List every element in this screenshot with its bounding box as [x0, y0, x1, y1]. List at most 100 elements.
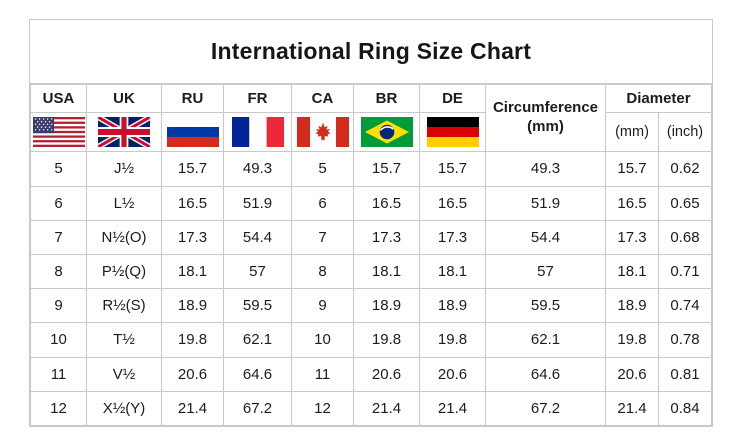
cell-usa: 8 [30, 253, 87, 290]
cell-diameter-inch: 0.71 [658, 253, 712, 290]
chart-title-bar: International Ring Size Chart [30, 20, 712, 84]
cell-uk: T½ [86, 322, 162, 358]
column-header-de: DE [419, 84, 486, 113]
cell-fr: 57 [223, 253, 292, 290]
table-row: 7 N½(O) 17.3 54.4 7 17.3 17.3 54.4 17.3 … [30, 219, 712, 255]
table-row: 8 P½(Q) 18.1 57 8 18.1 18.1 57 18.1 0.71 [30, 253, 712, 290]
cell-br: 20.6 [353, 356, 420, 392]
cell-de: 20.6 [419, 356, 486, 392]
cell-diameter-inch: 0.62 [658, 151, 712, 187]
cell-ca: 5 [291, 151, 354, 187]
table-header-row-labels: USA UK RU FR CA BR DE Circumference (mm)… [30, 83, 712, 153]
table-row: 10 T½ 19.8 62.1 10 19.8 19.8 62.1 19.8 0… [30, 322, 712, 358]
cell-br: 17.3 [353, 219, 420, 255]
column-header-br: BR [353, 84, 420, 113]
column-header-uk: UK [86, 84, 162, 113]
cell-diameter-mm: 17.3 [605, 219, 659, 255]
cell-de: 18.1 [419, 253, 486, 290]
cell-diameter-inch: 0.81 [658, 356, 712, 392]
ring-size-table: USA UK RU FR CA BR DE Circumference (mm)… [30, 83, 712, 427]
cell-diameter-mm: 21.4 [605, 390, 659, 427]
cell-de: 16.5 [419, 185, 486, 221]
cell-ru: 18.9 [161, 288, 224, 324]
cell-usa: 11 [30, 356, 87, 392]
cell-uk: N½(O) [86, 219, 162, 255]
column-header-fr: FR [223, 84, 292, 113]
cell-ru: 16.5 [161, 185, 224, 221]
cell-ca: 6 [291, 185, 354, 221]
cell-fr: 64.6 [223, 356, 292, 392]
cell-circumference-mm: 64.6 [485, 356, 606, 392]
table-row: 9 R½(S) 18.9 59.5 9 18.9 18.9 59.5 18.9 … [30, 288, 712, 324]
circumference-label: Circumference [492, 99, 599, 117]
cell-fr: 49.3 [223, 151, 292, 187]
column-header-ru: RU [161, 84, 224, 113]
cell-circumference-mm: 67.2 [485, 390, 606, 427]
column-header-ca: CA [291, 84, 354, 113]
cell-ca: 11 [291, 356, 354, 392]
cell-diameter-inch: 0.74 [658, 288, 712, 324]
cell-diameter-inch: 0.68 [658, 219, 712, 255]
flag-br-icon [360, 117, 413, 148]
cell-de: 15.7 [419, 151, 486, 187]
flag-cell-de [419, 111, 486, 153]
cell-ru: 15.7 [161, 151, 224, 187]
flag-cell-ca [291, 111, 354, 153]
cell-usa: 7 [30, 219, 87, 255]
cell-ru: 21.4 [161, 390, 224, 427]
flag-usa-icon [32, 117, 85, 148]
table-row: 6 L½ 16.5 51.9 6 16.5 16.5 51.9 16.5 0.6… [30, 185, 712, 221]
cell-fr: 51.9 [223, 185, 292, 221]
cell-de: 21.4 [419, 390, 486, 427]
cell-diameter-mm: 20.6 [605, 356, 659, 392]
cell-fr: 54.4 [223, 219, 292, 255]
cell-br: 19.8 [353, 322, 420, 358]
cell-fr: 62.1 [223, 322, 292, 358]
cell-br: 15.7 [353, 151, 420, 187]
flag-ca-icon [296, 117, 349, 148]
column-header-diameter-inch: (inch) [658, 111, 712, 153]
cell-circumference-mm: 62.1 [485, 322, 606, 358]
column-header-diameter: Diameter [605, 84, 712, 113]
cell-ru: 19.8 [161, 322, 224, 358]
cell-circumference-mm: 54.4 [485, 219, 606, 255]
cell-uk: R½(S) [86, 288, 162, 324]
cell-fr: 67.2 [223, 390, 292, 427]
column-header-circumference: Circumference (mm) [485, 83, 606, 153]
cell-diameter-inch: 0.84 [658, 390, 712, 427]
cell-usa: 9 [30, 288, 87, 324]
cell-diameter-mm: 19.8 [605, 322, 659, 358]
cell-uk: V½ [86, 356, 162, 392]
cell-diameter-inch: 0.78 [658, 322, 712, 358]
flag-uk-icon [98, 117, 150, 148]
column-header-diameter-mm: (mm) [605, 111, 659, 153]
flag-cell-br [353, 111, 420, 153]
cell-br: 21.4 [353, 390, 420, 427]
cell-de: 17.3 [419, 219, 486, 255]
cell-uk: L½ [86, 185, 162, 221]
flag-de-icon [426, 117, 479, 148]
flag-cell-uk [86, 111, 162, 153]
cell-br: 18.1 [353, 253, 420, 290]
flag-fr-icon [231, 117, 284, 148]
cell-ca: 10 [291, 322, 354, 358]
cell-uk: X½(Y) [86, 390, 162, 427]
cell-ca: 12 [291, 390, 354, 427]
cell-ru: 17.3 [161, 219, 224, 255]
cell-usa: 12 [30, 390, 87, 427]
cell-circumference-mm: 59.5 [485, 288, 606, 324]
cell-uk: J½ [86, 151, 162, 187]
cell-usa: 5 [30, 151, 87, 187]
cell-ca: 9 [291, 288, 354, 324]
page-title: International Ring Size Chart [210, 38, 532, 64]
cell-circumference-mm: 51.9 [485, 185, 606, 221]
flag-cell-fr [223, 111, 292, 153]
cell-usa: 10 [30, 322, 87, 358]
cell-fr: 59.5 [223, 288, 292, 324]
flag-cell-usa [30, 111, 87, 153]
cell-ca: 7 [291, 219, 354, 255]
cell-diameter-mm: 16.5 [605, 185, 659, 221]
chart-frame: International Ring Size Chart USA UK RU … [29, 19, 713, 427]
column-header-usa: USA [30, 84, 87, 113]
